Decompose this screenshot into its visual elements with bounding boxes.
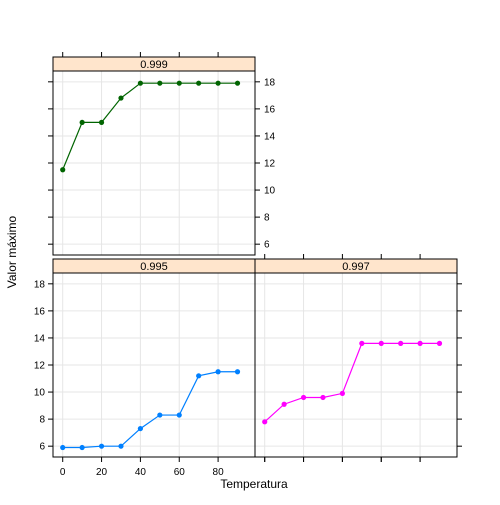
y-tick-label: 10 bbox=[264, 186, 276, 197]
y-tick-label: 18 bbox=[264, 77, 276, 88]
data-point bbox=[339, 390, 346, 397]
y-tick-label: 14 bbox=[264, 131, 276, 142]
series-line bbox=[62, 371, 238, 449]
data-point bbox=[98, 443, 105, 449]
data-point bbox=[398, 340, 404, 346]
data-point bbox=[300, 394, 307, 401]
y-tick-label: 6 bbox=[264, 240, 270, 251]
panel-2: 0.997 bbox=[254, 254, 462, 462]
data-point bbox=[60, 167, 66, 173]
x-tick-label: 40 bbox=[135, 467, 147, 478]
y-axis-label: Valor máximo bbox=[5, 215, 19, 288]
data-point bbox=[60, 444, 66, 451]
data-point bbox=[157, 412, 163, 418]
data-point bbox=[417, 340, 423, 346]
data-point bbox=[118, 95, 124, 101]
y-tick-label: 14 bbox=[34, 333, 46, 344]
data-point bbox=[137, 80, 144, 86]
data-point bbox=[118, 443, 124, 449]
data-point bbox=[436, 340, 443, 346]
y-tick-label: 16 bbox=[34, 306, 46, 317]
x-tick-label: 0 bbox=[60, 467, 66, 478]
panel-0: 0.999 6 8 10 12 14 16 18 bbox=[48, 52, 276, 256]
data-point bbox=[359, 340, 365, 346]
x-tick-label: 80 bbox=[213, 467, 225, 478]
x-tick-label: 20 bbox=[96, 467, 108, 478]
y-tick-label: 10 bbox=[34, 388, 46, 399]
data-point bbox=[98, 119, 105, 126]
data-point bbox=[176, 80, 182, 86]
data-point bbox=[262, 419, 268, 425]
y-tick-label: 16 bbox=[264, 104, 276, 115]
data-point bbox=[137, 425, 144, 432]
data-point bbox=[176, 412, 182, 418]
data-point bbox=[157, 80, 163, 86]
series-line bbox=[264, 342, 440, 423]
y-tick-label: 18 bbox=[34, 279, 46, 290]
data-point bbox=[79, 444, 85, 451]
y-tick-label: 8 bbox=[39, 415, 45, 426]
x-axis-label: Temperatura bbox=[220, 477, 288, 491]
y-tick-label: 12 bbox=[34, 361, 46, 372]
y-tick-label: 6 bbox=[39, 442, 45, 453]
data-point bbox=[234, 80, 241, 86]
data-point bbox=[378, 340, 384, 346]
y-tick-label: 12 bbox=[264, 159, 276, 170]
panel-strip-label: 0.995 bbox=[140, 261, 168, 273]
data-point bbox=[196, 373, 202, 379]
panel-strip-label: 0.997 bbox=[342, 261, 370, 273]
data-point bbox=[281, 401, 287, 407]
panel-1: 0.995 0 20 40 60 80 6 8 10 12 14 16 18 bbox=[34, 258, 256, 478]
data-point bbox=[234, 369, 241, 375]
data-point bbox=[215, 80, 221, 86]
data-point bbox=[320, 394, 326, 401]
panels: 0.999 6 8 10 12 14 16 18 0.995 0 20 40 60 80 6 8 10 12 14 1… bbox=[34, 52, 462, 478]
panel-strip-label: 0.999 bbox=[140, 59, 168, 71]
data-point bbox=[215, 369, 221, 375]
y-tick-label: 8 bbox=[264, 213, 270, 224]
series-line bbox=[62, 82, 238, 170]
data-point bbox=[196, 80, 202, 86]
data-point bbox=[79, 119, 85, 126]
x-tick-label: 60 bbox=[174, 467, 186, 478]
